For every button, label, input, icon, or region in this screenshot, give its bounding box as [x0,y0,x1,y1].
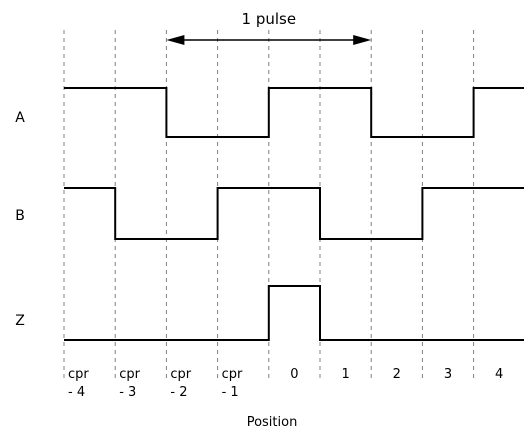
pulse-arrowhead-right [353,35,372,45]
pulse-marker: 1 pulse [166,10,372,45]
signal-label-a: A [15,110,25,126]
position-label: 1 [341,367,349,382]
position-label-sub: - 1 [222,385,239,400]
signal-labels: A B Z [15,110,25,329]
position-label-sub: - 3 [119,385,136,400]
axis-title-position: Position [247,415,298,430]
position-label: cpr [222,367,243,382]
pulse-arrowhead-left [166,35,185,45]
position-labels: cpr - 4 cpr - 3 cpr - 2 cpr - 1 0 1 2 3 4 [68,367,503,400]
position-label-sub: - 2 [170,385,187,400]
pulse-label: 1 pulse [242,10,297,28]
signal-label-z: Z [15,313,25,329]
position-label: cpr [68,367,89,382]
position-label: cpr [170,367,191,382]
signal-waveforms [64,87,524,341]
position-label: 4 [495,367,503,382]
position-label-sub: - 4 [68,385,85,400]
waveform-z [64,285,524,341]
waveform-b [64,187,524,240]
position-label: 0 [290,367,298,382]
waveform-a [64,87,524,138]
signal-label-b: B [15,208,25,224]
position-gridlines [63,30,475,380]
position-label: 3 [444,367,452,382]
position-label: 2 [393,367,401,382]
position-label: cpr [119,367,140,382]
